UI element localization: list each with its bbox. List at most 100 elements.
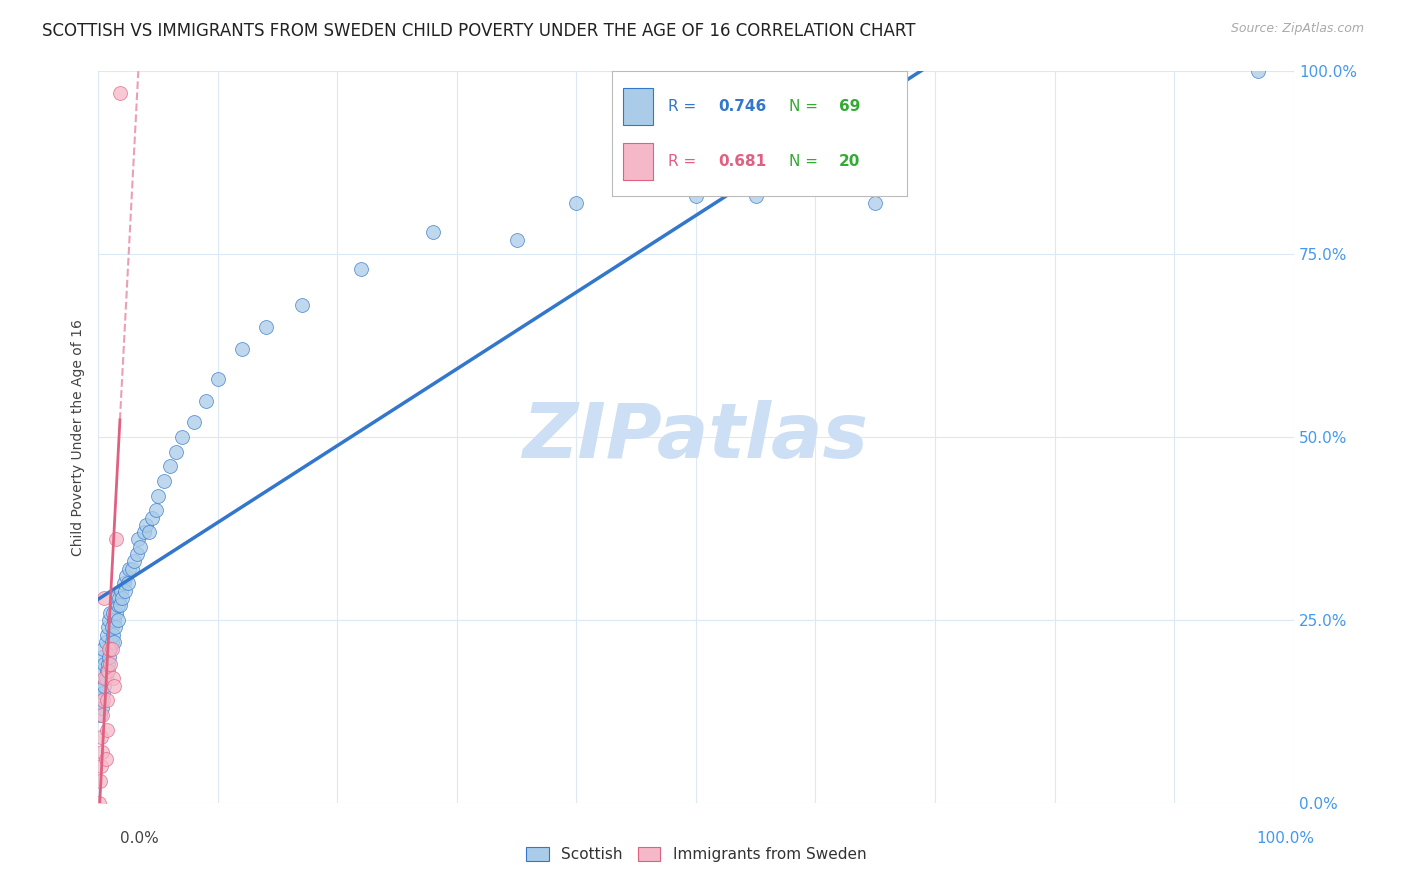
Text: Source: ZipAtlas.com: Source: ZipAtlas.com	[1230, 22, 1364, 36]
Legend: Scottish, Immigrants from Sweden: Scottish, Immigrants from Sweden	[520, 841, 872, 868]
Point	[291, 298, 314, 312]
Point	[100, 642, 122, 657]
Point	[125, 547, 148, 561]
Point	[97, 664, 120, 678]
Point	[91, 745, 114, 759]
Point	[91, 708, 114, 723]
FancyBboxPatch shape	[623, 143, 652, 180]
Point	[207, 371, 229, 385]
Point	[103, 635, 125, 649]
Point	[112, 576, 135, 591]
Point	[124, 554, 146, 568]
Point	[153, 474, 176, 488]
Point	[117, 576, 139, 591]
Point	[100, 620, 122, 634]
Text: N =: N =	[789, 99, 823, 114]
Point	[107, 613, 129, 627]
Point	[745, 188, 768, 202]
Point	[105, 606, 128, 620]
Point	[114, 583, 136, 598]
Point	[141, 510, 163, 524]
Point	[254, 320, 277, 334]
Point	[94, 752, 117, 766]
Point	[96, 693, 118, 707]
Point	[121, 562, 143, 576]
Text: 0.681: 0.681	[718, 153, 766, 169]
Text: R =: R =	[668, 99, 700, 114]
Point	[101, 672, 124, 686]
Point	[129, 540, 152, 554]
Point	[98, 642, 121, 657]
Point	[89, 679, 111, 693]
Point	[93, 591, 115, 605]
Point	[90, 664, 112, 678]
Point	[100, 635, 122, 649]
Point	[138, 525, 160, 540]
Point	[93, 657, 115, 671]
Text: 0.746: 0.746	[718, 99, 766, 114]
Point	[93, 672, 115, 686]
Point	[159, 459, 181, 474]
Point	[91, 686, 114, 700]
FancyBboxPatch shape	[623, 87, 652, 125]
Point	[1247, 64, 1270, 78]
Point	[96, 723, 118, 737]
Point	[422, 225, 444, 239]
Point	[90, 759, 112, 773]
Text: 20: 20	[839, 153, 860, 169]
Y-axis label: Child Poverty Under the Age of 16: Child Poverty Under the Age of 16	[70, 318, 84, 556]
Point	[145, 503, 167, 517]
Point	[98, 657, 122, 671]
Point	[115, 569, 138, 583]
Point	[118, 562, 141, 576]
Point	[108, 599, 131, 613]
Point	[90, 730, 112, 744]
Point	[101, 627, 124, 641]
Point	[91, 649, 114, 664]
Point	[105, 533, 128, 547]
Point	[91, 642, 114, 657]
Point	[87, 796, 110, 810]
Text: 0.0%: 0.0%	[120, 831, 159, 847]
Point	[350, 261, 373, 276]
Point	[103, 613, 125, 627]
Text: 69: 69	[839, 99, 860, 114]
Point	[127, 533, 149, 547]
Point	[91, 693, 114, 707]
Point	[97, 620, 120, 634]
Point	[135, 517, 157, 532]
Point	[94, 672, 117, 686]
Point	[865, 196, 887, 211]
Point	[103, 679, 125, 693]
Point	[108, 87, 131, 101]
Point	[96, 627, 118, 641]
Point	[97, 657, 120, 671]
Point	[98, 613, 121, 627]
Text: 100.0%: 100.0%	[1257, 831, 1315, 847]
Point	[195, 393, 218, 408]
Point	[89, 773, 111, 788]
Text: SCOTTISH VS IMMIGRANTS FROM SWEDEN CHILD POVERTY UNDER THE AGE OF 16 CORRELATION: SCOTTISH VS IMMIGRANTS FROM SWEDEN CHILD…	[42, 22, 915, 40]
Text: R =: R =	[668, 153, 700, 169]
Point	[98, 606, 122, 620]
Point	[132, 525, 155, 540]
Point	[165, 444, 187, 458]
Point	[172, 430, 194, 444]
Point	[105, 591, 128, 605]
Point	[107, 599, 129, 613]
Point	[101, 606, 124, 620]
Point	[148, 489, 170, 503]
Point	[90, 693, 112, 707]
Point	[231, 343, 253, 357]
Point	[93, 679, 115, 693]
Point	[506, 233, 529, 247]
Point	[110, 583, 132, 598]
Point	[89, 708, 111, 723]
Point	[94, 635, 117, 649]
Point	[183, 416, 205, 430]
Point	[111, 591, 134, 605]
Point	[96, 664, 118, 678]
Point	[565, 196, 588, 211]
Point	[107, 591, 129, 605]
Point	[685, 188, 707, 202]
